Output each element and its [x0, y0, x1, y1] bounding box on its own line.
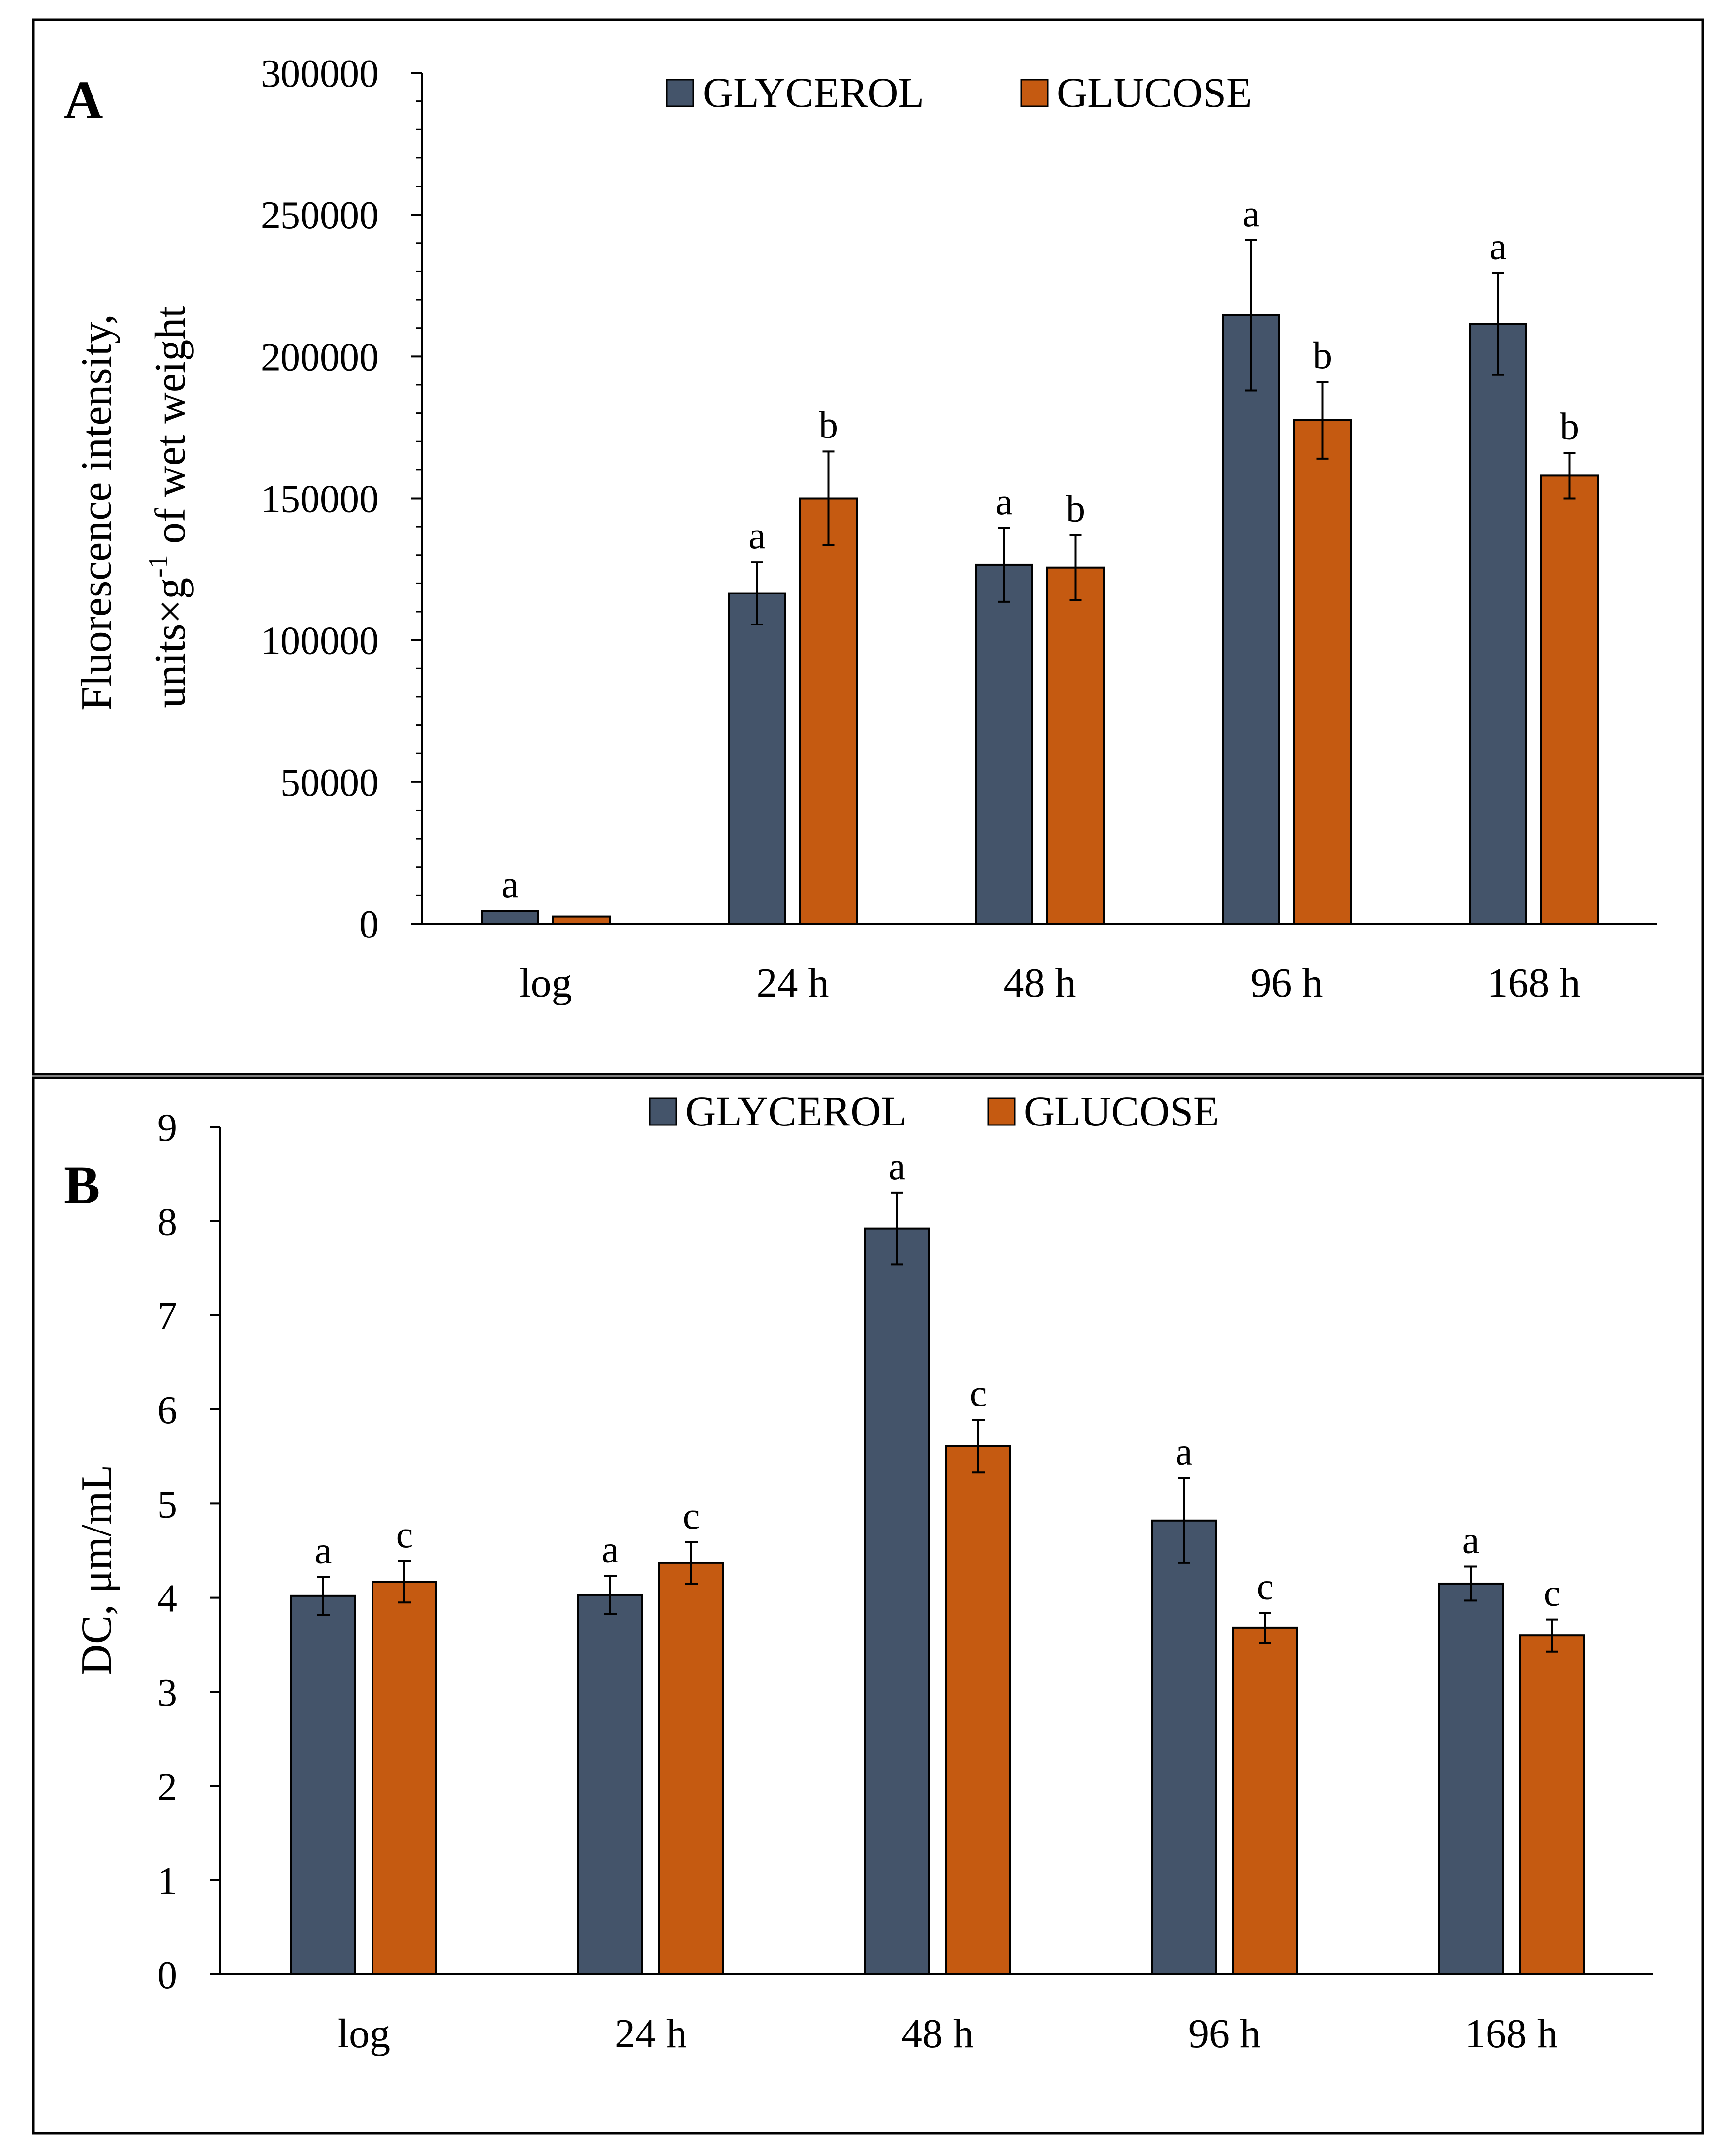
- panel-b-letter: B: [64, 1155, 100, 1215]
- panel-b-y-tick-label: 6: [157, 1389, 177, 1432]
- panel-a-y-axis-title-line2: units×g-1 of wet weight: [143, 306, 194, 708]
- panel-b-y-tick-label: 4: [157, 1577, 177, 1621]
- panel-a-y-tick-label: 50000: [280, 761, 379, 805]
- panel-a-y-tick-label: 250000: [261, 194, 379, 237]
- panel-b-bar-glucose-1: [658, 1562, 724, 1975]
- panel-b-sig-label: a: [602, 1528, 619, 1571]
- panel-b-sig-label: c: [970, 1372, 987, 1414]
- panel-b-chart: B DC, μm/mL 0 1 2 3 4 5 6 7 8 9 a c a c a c a c a c log 24 …: [64, 1088, 1653, 2057]
- panel-a-letter: A: [64, 70, 103, 130]
- panel-b-legend: GLYCEROL GLUCOSE: [649, 1088, 1219, 1135]
- panel-b-sig-label: c: [1257, 1564, 1274, 1607]
- panel-a-bar-glucose-3: [1293, 419, 1352, 925]
- panel-a-sig-label: b: [819, 403, 838, 446]
- panel-a-sig-label: a: [995, 480, 1013, 523]
- panel-b-x-category-label: 24 h: [615, 2011, 687, 2057]
- panel-b-bar-glucose-2: [945, 1445, 1011, 1976]
- panel-a-legend: GLYCEROL GLUCOSE: [666, 69, 1252, 116]
- panel-a-bar-glycerol-1: [728, 592, 786, 925]
- panel-b-bar-glycerol-3: [1151, 1519, 1217, 1976]
- panel-b-bar-glycerol-2: [864, 1227, 930, 1975]
- panel-b-sig-label: c: [1544, 1571, 1561, 1614]
- panel-a-y-axis-title-line1: Fluorescence intensity,: [73, 314, 121, 711]
- panel-b-sig-label: c: [683, 1494, 700, 1537]
- panel-a-y-tick-label: 300000: [261, 52, 379, 95]
- panel-a-legend-label-glycerol: GLYCEROL: [703, 69, 924, 116]
- panel-b-x-category-label: 168 h: [1465, 2011, 1558, 2057]
- panel-b-y-tick-label: 9: [157, 1106, 177, 1150]
- panel-b-bar-glucose-3: [1232, 1626, 1298, 1975]
- panel-b-legend-swatch-glucose: [987, 1097, 1016, 1126]
- panel-a-legend-swatch-glucose: [1020, 79, 1049, 107]
- panel-a-bar-glycerol-0: [481, 910, 539, 925]
- panel-b-x-category-label: log: [338, 2011, 390, 2057]
- panel-a-y-axis-title: Fluorescence intensity, units×g-1 of wet…: [73, 303, 194, 711]
- panel-b-y-tick-label: 5: [157, 1483, 177, 1526]
- panel-a-sig-label: b: [1313, 334, 1332, 376]
- panel-a-sig-label: a: [501, 863, 519, 906]
- panel-a-legend-swatch-glycerol: [666, 79, 694, 107]
- panel-b-legend-swatch-glycerol: [649, 1097, 677, 1126]
- panel-b-y-tick-label: 2: [157, 1765, 177, 1809]
- panel-b-sig-label: a: [1176, 1430, 1193, 1473]
- panel-a-y-tick-label: 0: [359, 903, 379, 946]
- panel-b-y-tick-label: 8: [157, 1200, 177, 1244]
- panel-b-y-tick-label: 7: [157, 1295, 177, 1338]
- panel-a-bar-glucose-4: [1540, 474, 1599, 925]
- panel-a-sig-label: a: [1242, 192, 1260, 235]
- panel-b-sig-label: c: [396, 1513, 413, 1556]
- panel-b-bar-glucose-0: [372, 1581, 437, 1975]
- panel-a-bar-glycerol-4: [1469, 323, 1527, 925]
- panel-b-bar-glycerol-4: [1438, 1582, 1504, 1975]
- panel-b-x-category-label: 48 h: [901, 2011, 974, 2057]
- panel-b-sig-label: a: [889, 1145, 906, 1187]
- panel-a-sig-label: b: [1560, 405, 1579, 447]
- panel-b-frame: [32, 1076, 1704, 2135]
- panel-b-x-category-label: 96 h: [1188, 2011, 1261, 2057]
- panel-a-x-category-label: 24 h: [757, 960, 829, 1006]
- panel-a-y-tick-label: 150000: [261, 478, 379, 521]
- panel-b-bar-glycerol-0: [290, 1594, 356, 1976]
- panel-a-bar-glucose-2: [1046, 566, 1105, 925]
- panel-a-sig-label: b: [1066, 487, 1085, 530]
- panel-b-y-tick-label: 1: [157, 1860, 177, 1903]
- panel-b-sig-label: a: [315, 1529, 332, 1572]
- panel-a-legend-label-glucose: GLUCOSE: [1057, 69, 1252, 116]
- panel-a-bar-glucose-1: [799, 497, 858, 925]
- panel-b-sig-label: a: [1462, 1519, 1480, 1562]
- panel-a-x-category-label: 48 h: [1004, 960, 1076, 1006]
- panel-b-bar-glucose-4: [1519, 1634, 1585, 1975]
- panel-a-y-tick-label: 200000: [261, 336, 379, 379]
- panel-b-bar-glycerol-1: [577, 1594, 643, 1976]
- panel-b-legend-label-glucose: GLUCOSE: [1024, 1088, 1219, 1135]
- panel-a-sig-label: a: [1489, 224, 1507, 267]
- panel-a-chart: A Fluorescence intensity, units×g-1 of w…: [64, 52, 1657, 1006]
- panel-b-y-tick-label: 3: [157, 1671, 177, 1715]
- panel-a-x-category-label: 168 h: [1488, 960, 1581, 1006]
- panel-a-frame: [32, 18, 1704, 1076]
- panel-b-y-axis-title: DC, μm/mL: [73, 1465, 121, 1676]
- panel-a-y-tick-label: 100000: [261, 620, 379, 663]
- panel-a-sig-label: a: [748, 514, 766, 557]
- panel-a-bar-glycerol-2: [975, 563, 1033, 925]
- panel-a-bar-glycerol-3: [1222, 314, 1280, 925]
- panel-a-x-category-label: log: [519, 960, 572, 1006]
- panel-b-legend-label-glycerol: GLYCEROL: [685, 1088, 907, 1135]
- panel-a-x-category-label: 96 h: [1251, 960, 1323, 1006]
- panel-a-bar-glucose-0: [552, 915, 611, 925]
- panel-b-y-tick-label: 0: [157, 1954, 177, 1997]
